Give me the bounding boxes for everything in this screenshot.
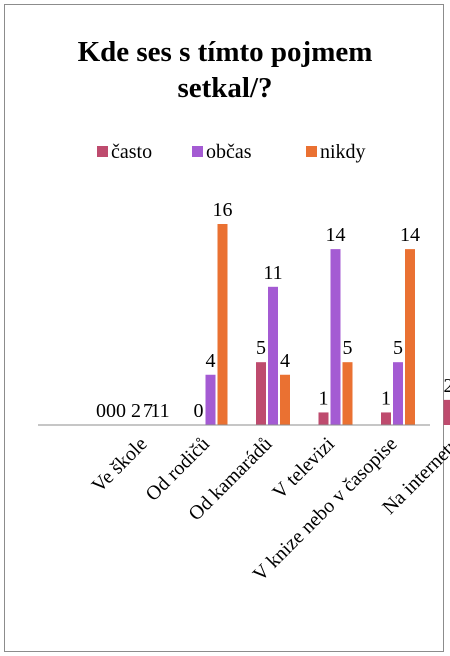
bar-občas-4: [393, 362, 403, 425]
data-label-3-2: 5: [343, 337, 353, 359]
data-label-5-0: 2: [444, 375, 450, 397]
bar-nikdy-2: [280, 374, 290, 425]
data-label-2-1: 11: [263, 262, 282, 284]
bar-často-5: [443, 399, 450, 425]
bar-často-3: [318, 412, 329, 425]
bar-často-4: [381, 412, 391, 425]
data-label-1-0: 0: [194, 400, 204, 422]
legend-swatch-2: [306, 146, 317, 157]
data-label-3-1: 14: [326, 224, 346, 246]
data-label-0-3: 11: [150, 400, 169, 422]
legend-label-0: často: [111, 141, 152, 163]
data-label-4-1: 5: [393, 337, 403, 359]
bar-občas-2: [268, 286, 278, 425]
bar-nikdy-1: [217, 224, 228, 425]
data-label-2-2: 4: [280, 350, 290, 372]
data-label-3-0: 1: [319, 387, 329, 409]
legend-swatch-1: [192, 146, 203, 157]
data-label-4-2: 14: [400, 224, 420, 246]
data-label-1-1: 4: [206, 350, 216, 372]
bar-občas-3: [330, 249, 341, 425]
data-label-0-0: 000: [96, 400, 126, 422]
bar-nikdy-3: [342, 362, 353, 425]
data-label-4-0: 1: [381, 387, 391, 409]
data-label-0-1: 2: [131, 400, 141, 422]
data-label-0-2: 7: [143, 400, 153, 422]
legend-label-1: občas: [206, 141, 252, 163]
bar-často-2: [256, 362, 266, 425]
chart-title: Kde ses s tímto pojmem setkal/?: [77, 36, 373, 104]
legend-swatch-0: [97, 146, 108, 157]
legend-label-2: nikdy: [320, 141, 366, 163]
data-label-2-0: 5: [256, 337, 266, 359]
data-label-1-2: 16: [213, 199, 233, 221]
bar-nikdy-4: [405, 249, 415, 425]
bar-občas-1: [205, 374, 216, 425]
category-label-0: Ve škole: [88, 433, 152, 497]
